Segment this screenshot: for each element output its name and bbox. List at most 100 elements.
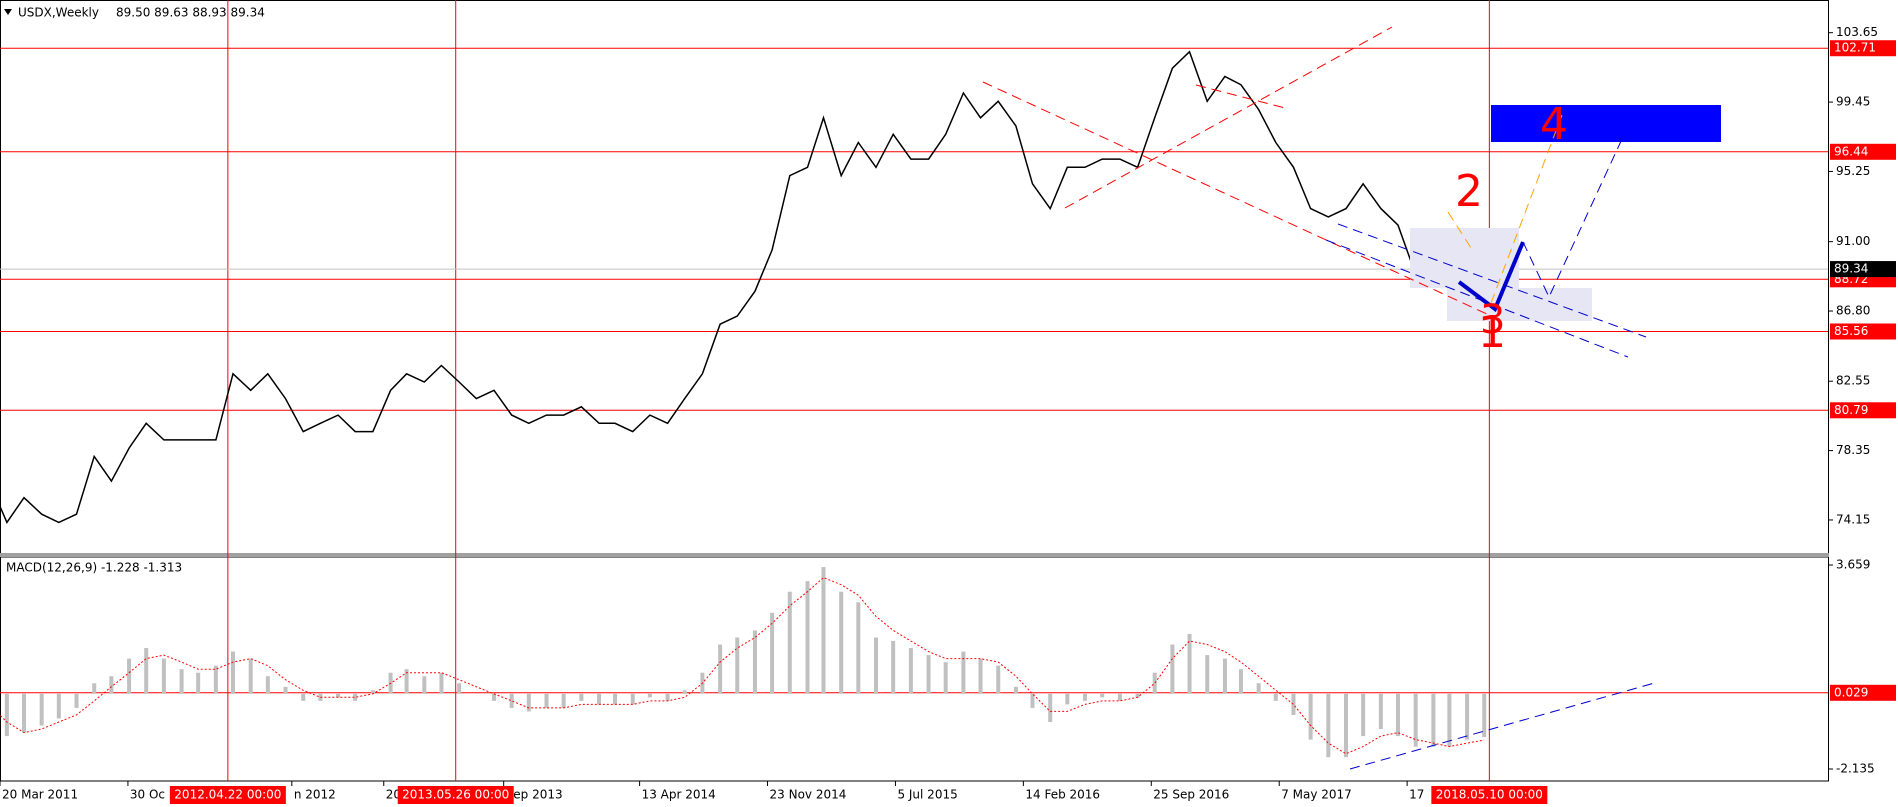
- macd-bar: [1482, 693, 1487, 738]
- zone: [1447, 288, 1592, 321]
- x-tick-label: 20: [386, 788, 401, 802]
- macd-bar: [561, 693, 566, 708]
- x-tick-label: 20 Mar 2011: [2, 788, 78, 802]
- wave-label: 4: [1540, 99, 1568, 150]
- macd-bar: [787, 591, 792, 694]
- y-tick-label: 91.00: [1836, 234, 1870, 248]
- macd-bar: [821, 567, 826, 694]
- macd-bar: [961, 651, 966, 694]
- macd-bar: [1013, 686, 1018, 694]
- macd-bar: [544, 693, 549, 708]
- x-tick-label: 13 Apr 2014: [642, 788, 716, 802]
- menu-arrow[interactable]: [4, 9, 12, 15]
- date-label: 2013.05.26 00:00: [402, 788, 509, 802]
- chart-title: USDX,Weekly: [18, 6, 99, 20]
- x-tick-label: 14 Feb 2016: [1025, 788, 1100, 802]
- macd-bar: [665, 693, 670, 701]
- x-tick-label: n 2012: [294, 788, 336, 802]
- macd-bar: [908, 648, 913, 694]
- macd-bar: [370, 690, 375, 694]
- x-tick-label: 17: [1409, 788, 1424, 802]
- macd-bar: [196, 672, 201, 694]
- separator: [0, 553, 1898, 557]
- current-price-label-box: [1830, 261, 1896, 278]
- macd-bar: [978, 658, 983, 694]
- macd-bar: [943, 662, 948, 694]
- macd-bar: [1135, 693, 1140, 698]
- x-tick-label: Sep 2013: [506, 788, 563, 802]
- macd-bar: [127, 658, 132, 694]
- y-tick-label: 95.25: [1836, 164, 1870, 178]
- y-tick-label: 3.659: [1836, 557, 1870, 571]
- annotations: [982, 26, 1721, 770]
- macd-bar: [457, 683, 462, 694]
- x-tick-label: 5 Jul 2015: [897, 788, 957, 802]
- x-tick-label: 30 Oc: [130, 788, 165, 802]
- macd-bar: [248, 658, 253, 694]
- date-box: [397, 786, 514, 804]
- macd-bar: [1048, 693, 1053, 722]
- level-label: 80.79: [1834, 403, 1868, 417]
- macd-trend-line: [1349, 681, 1659, 770]
- zone: [1410, 228, 1519, 288]
- macd-bar: [805, 581, 810, 694]
- wave-path: [1457, 241, 1525, 313]
- projection: [1447, 211, 1472, 249]
- date-box: [1431, 786, 1548, 804]
- macd-bar: [891, 641, 896, 694]
- macd-bar: [597, 693, 602, 705]
- macd-bar: [1326, 693, 1331, 758]
- target-box: [1491, 105, 1721, 142]
- macd-bar: [856, 602, 861, 694]
- macd-bar: [1431, 693, 1436, 747]
- macd-bar: [613, 693, 618, 705]
- date-label: 2018.05.10 00:00: [1436, 788, 1543, 802]
- macd-bar: [926, 655, 931, 694]
- macd-bar: [839, 591, 844, 694]
- channel-line: [1325, 239, 1629, 358]
- macd-bar: [230, 651, 235, 694]
- wave-label: 2: [1455, 166, 1483, 217]
- macd-bar: [491, 693, 496, 701]
- ohlc-values: 89.50 89.63 88.93 89.34: [116, 6, 265, 20]
- y-tick-label: 99.45: [1836, 95, 1870, 109]
- y-tick-label: 86.80: [1836, 304, 1870, 318]
- macd-bar: [1030, 693, 1035, 708]
- macd-bar: [1378, 693, 1383, 730]
- trend-line: [1195, 84, 1290, 110]
- macd-bar: [265, 676, 270, 694]
- level-label-box: [1830, 40, 1896, 57]
- macd-bar: [4, 693, 9, 737]
- macd-bar: [301, 693, 306, 701]
- macd-bar: [579, 693, 584, 701]
- macd-bar: [1308, 693, 1313, 740]
- macd-bar: [39, 693, 44, 726]
- trend-line: [982, 81, 1490, 316]
- macd-bar: [1083, 693, 1088, 701]
- macd-bar: [1222, 658, 1227, 694]
- channel-line: [1337, 223, 1647, 338]
- macd-bar: [996, 665, 1001, 694]
- macd-bar: [56, 693, 61, 719]
- macd-bar: [718, 644, 723, 694]
- x-tick-label: 7 May 2017: [1281, 788, 1352, 802]
- macd-bar: [74, 693, 79, 708]
- y-tick-label: 82.55: [1836, 374, 1870, 388]
- macd-bar: [874, 637, 879, 694]
- macd-bar: [1395, 693, 1400, 737]
- macd-bar: [336, 693, 341, 698]
- macd-bar: [1238, 669, 1243, 694]
- macd-level-label-box: [1830, 684, 1896, 701]
- macd-bar: [1447, 693, 1452, 747]
- macd-bar: [1256, 683, 1261, 694]
- macd-bar: [144, 648, 149, 694]
- macd-bar: [109, 676, 114, 694]
- level-label: 85.56: [1834, 324, 1868, 338]
- macd-bar: [404, 669, 409, 694]
- date-label: 2012.04.22 00:00: [174, 788, 281, 802]
- x-tick-label: 25 Sep 2016: [1153, 788, 1229, 802]
- level-label-box: [1830, 323, 1896, 340]
- wave-label: 3: [1480, 297, 1505, 343]
- x-tick-label: 23 Nov 2014: [770, 788, 847, 802]
